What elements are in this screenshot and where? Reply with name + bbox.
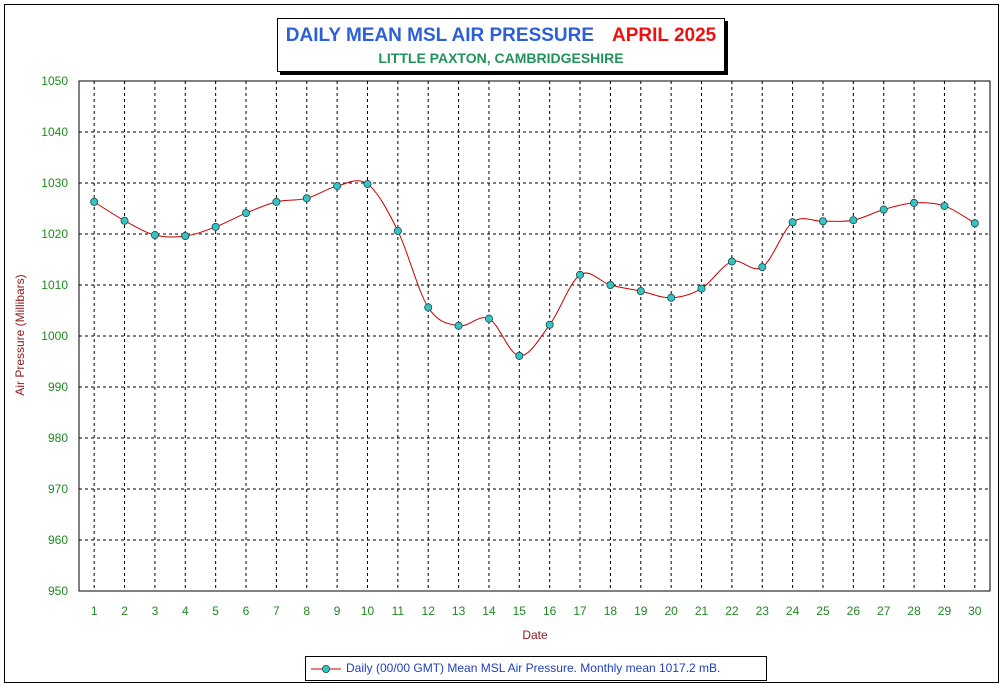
chart-title-box: DAILY MEAN MSL AIR PRESSURE APRIL 2025 LI… [277,18,725,72]
y-tick-labels: 950 960 970 980 990 1000 1010 1020 1030 1040 1050 [41,74,68,598]
data-point [242,209,251,218]
legend-label: Daily (00/00 GMT) Mean MSL Air Pressure.… [346,661,721,675]
data-point [818,217,827,226]
x-tick-label: 23 [756,604,770,618]
x-tick-label: 29 [938,604,952,618]
x-tick-label: 1 [91,604,98,618]
x-tick-label: 5 [212,604,219,618]
x-tick-label: 9 [334,604,341,618]
data-point [879,205,888,214]
data-point [515,351,524,360]
y-tick-label: 1020 [41,227,68,241]
y-tick-label: 990 [48,380,68,394]
x-tick-label: 17 [573,604,587,618]
pressure-line [93,180,976,357]
x-axis-title: Date [522,628,548,642]
x-tick-labels: 1 2 3 4 5 6 7 8 9 10 11 12 13 14 15 16 17 18 19 20 21 22 23 24 2… [91,604,982,618]
legend: Daily (00/00 GMT) Mean MSL Air Pressure.… [305,656,767,681]
x-tick-label: 6 [243,604,250,618]
chart-title: DAILY MEAN MSL AIR PRESSURE [285,25,595,46]
data-point [333,182,342,191]
data-point [667,293,676,302]
data-point [211,222,220,231]
data-point [697,284,706,293]
x-tick-label: 15 [513,604,527,618]
x-tick-label: 21 [695,604,709,618]
data-point [758,263,767,272]
x-tick-label: 12 [422,604,436,618]
data-point [970,219,979,228]
x-tick-label: 20 [664,604,678,618]
data-point [424,303,433,312]
x-tick-label: 18 [604,604,618,618]
x-tick-label: 16 [543,604,557,618]
data-point [545,320,554,329]
y-tick-label: 1050 [41,74,68,88]
data-point [484,314,493,323]
x-tick-label: 4 [182,604,189,618]
y-tick-label: 970 [48,482,68,496]
x-tick-label: 11 [392,604,405,618]
grid [79,81,990,591]
data-point [120,216,129,225]
data-point [727,257,736,266]
y-axis-title: Air Pressure (Millibars) [13,274,27,395]
data-point [788,218,797,227]
chart-subtitle: LITTLE PAXTON, CAMBRIDGESHIRE [378,50,624,66]
y-tick-label: 980 [48,431,68,445]
data-point [940,201,949,210]
x-tick-label: 25 [816,604,830,618]
data-point [150,231,159,240]
y-tick-label: 1010 [41,278,68,292]
data-point [454,321,463,330]
plot-area [78,80,991,592]
x-tick-label: 24 [786,604,800,618]
data-point [849,216,858,225]
x-tick-label: 3 [152,604,159,618]
data-point [302,194,311,203]
data-point [636,287,645,296]
chart-period: APRIL 2025 [612,25,717,46]
data-point [272,197,281,206]
y-tick-label: 1030 [41,176,68,190]
x-tick-label: 26 [847,604,861,618]
data-point [576,270,585,279]
y-tick-label: 1000 [41,329,68,343]
x-tick-label: 10 [361,604,375,618]
chart-frame [4,4,999,683]
y-tick-label: 1040 [41,125,68,139]
y-tick-label: 960 [48,533,68,547]
x-tick-label: 19 [634,604,648,618]
data-point [910,198,919,207]
x-tick-label: 28 [907,604,921,618]
legend-swatch [311,665,341,673]
x-tick-label: 8 [303,604,310,618]
data-point [363,180,372,189]
y-tick-label: 950 [48,584,68,598]
data-point [181,232,190,241]
pressure-points [90,180,979,360]
data-point [90,197,99,206]
data-point [606,280,615,289]
x-tick-label: 27 [877,604,891,618]
data-point [393,226,402,235]
x-tick-label: 30 [968,604,982,618]
x-tick-label: 14 [482,604,496,618]
x-tick-label: 2 [121,604,128,618]
x-tick-label: 13 [452,604,466,618]
x-tick-label: 22 [725,604,739,618]
x-tick-label: 7 [273,604,280,618]
